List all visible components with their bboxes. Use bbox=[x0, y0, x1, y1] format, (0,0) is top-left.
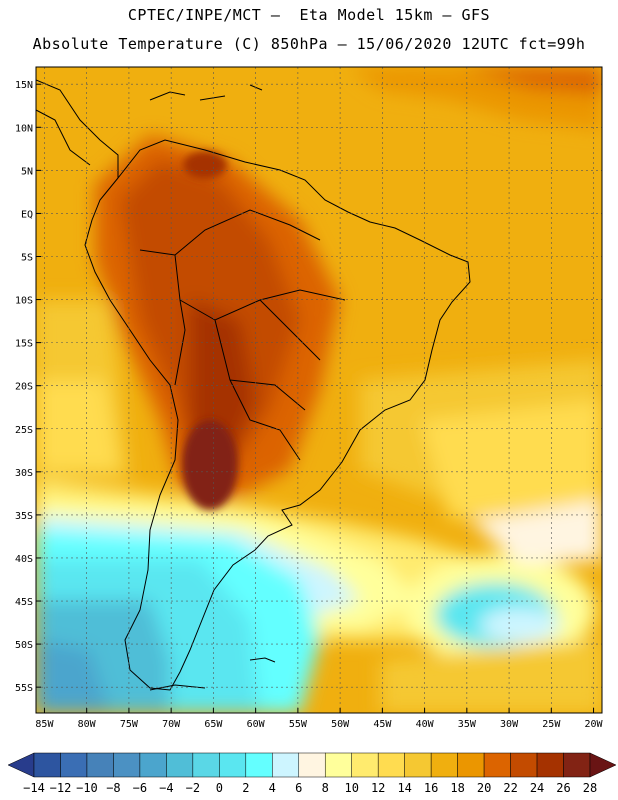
colorbar-max-arrow bbox=[589, 752, 617, 778]
colorbar-min-arrow bbox=[7, 752, 35, 778]
colorbar-label: 16 bbox=[424, 781, 438, 795]
colorbar-swatch bbox=[33, 752, 61, 778]
lat-tick-label: 40S bbox=[15, 554, 33, 565]
colorbar-swatch bbox=[536, 752, 564, 778]
lon-tick-label: 20W bbox=[585, 719, 604, 730]
colorbar-swatch bbox=[430, 752, 458, 778]
colorbar-swatch bbox=[510, 752, 538, 778]
map-frame bbox=[35, 66, 603, 714]
lon-tick-label: 35W bbox=[458, 719, 477, 730]
colorbar-swatch bbox=[139, 752, 167, 778]
falkland-islands bbox=[249, 657, 276, 663]
longitude-labels: 85W 80W 75W 70W 65W 60W 55W 50W 45W 40W 35W 30W 25W 2… bbox=[35, 719, 603, 730]
lon-tick-label: 60W bbox=[247, 719, 266, 730]
colorbar-swatch bbox=[457, 752, 485, 778]
temperature-field bbox=[36, 67, 602, 713]
lat-tick-label: 30S bbox=[15, 468, 33, 479]
colorbar-label: −6 bbox=[133, 781, 147, 795]
colorbar-swatch bbox=[483, 752, 511, 778]
colorbar-swatch bbox=[245, 752, 273, 778]
colorbar-label: 28 bbox=[583, 781, 597, 795]
tierra-del-fuego bbox=[149, 684, 206, 691]
colorbar: −14 −12 −10 −8 −6 −4 −2 0 2 4 6 8 10 12 14 16 18 20 22 24 26… bbox=[7, 752, 617, 795]
colorbar-label: −4 bbox=[159, 781, 173, 795]
lon-tick-label: 70W bbox=[162, 719, 181, 730]
colorbar-swatch bbox=[166, 752, 194, 778]
lat-tick-label: 10N bbox=[15, 123, 33, 134]
colorbar-label: 26 bbox=[556, 781, 570, 795]
country-borders bbox=[139, 209, 346, 461]
colorbar-swatch bbox=[563, 752, 591, 778]
colorbar-swatch bbox=[404, 752, 432, 778]
map-title-line-1: CPTEC/INPE/MCT – Eta Model 15km – GFS bbox=[127, 6, 491, 24]
map-title-line-2: Absolute Temperature (C) 850hPa – 15/06/… bbox=[32, 35, 586, 53]
colorbar-swatch bbox=[351, 752, 379, 778]
colorbar-label: 2 bbox=[242, 781, 249, 795]
colorbar-swatch bbox=[86, 752, 114, 778]
central-america-coastline bbox=[36, 79, 119, 178]
colorbar-swatch bbox=[324, 752, 352, 778]
caribbean-islands bbox=[149, 84, 263, 101]
colorbar-label: 24 bbox=[530, 781, 544, 795]
colorbar-label: −2 bbox=[186, 781, 200, 795]
lat-tick-label: 35S bbox=[15, 511, 33, 522]
coastlines bbox=[36, 79, 471, 691]
colorbar-swatch bbox=[60, 752, 88, 778]
colorbar-label: 12 bbox=[371, 781, 385, 795]
lat-tick-label: 15N bbox=[15, 80, 33, 91]
latitude-labels: 15N 10N 5N EQ 5S 10S 15S 20S 25S 30S 35S 40S 45S 50S 5… bbox=[15, 80, 33, 694]
lon-tick-label: 80W bbox=[78, 719, 97, 730]
lon-tick-label: 30W bbox=[500, 719, 519, 730]
lon-tick-label: 25W bbox=[542, 719, 561, 730]
colorbar-swatch bbox=[113, 752, 141, 778]
colorbar-label: 4 bbox=[269, 781, 276, 795]
colorbar-label: −12 bbox=[50, 781, 72, 795]
lat-tick-label: 5S bbox=[21, 252, 33, 263]
lon-tick-label: 40W bbox=[416, 719, 435, 730]
colorbar-label: 14 bbox=[397, 781, 411, 795]
graticule bbox=[36, 67, 602, 713]
lon-tick-label: 85W bbox=[35, 719, 54, 730]
lat-tick-label: 5N bbox=[21, 166, 33, 177]
lat-tick-label: 50S bbox=[15, 640, 33, 651]
lat-tick-label: 15S bbox=[15, 339, 33, 350]
colorbar-swatch bbox=[298, 752, 326, 778]
lon-tick-label: 55W bbox=[289, 719, 308, 730]
lat-tick-label: 55S bbox=[15, 683, 33, 694]
colorbar-label: 0 bbox=[216, 781, 223, 795]
colorbar-swatch bbox=[272, 752, 300, 778]
lon-tick-label: 45W bbox=[373, 719, 392, 730]
lat-tick-label: 10S bbox=[15, 296, 33, 307]
colorbar-label: 18 bbox=[450, 781, 464, 795]
colorbar-label: −8 bbox=[106, 781, 120, 795]
lat-tick-label: 20S bbox=[15, 382, 33, 393]
lat-tick-label: 25S bbox=[15, 425, 33, 436]
colorbar-label: 20 bbox=[477, 781, 491, 795]
colorbar-label: −10 bbox=[76, 781, 98, 795]
lon-tick-label: 65W bbox=[204, 719, 223, 730]
colorbar-label: 6 bbox=[295, 781, 302, 795]
colorbar-swatch bbox=[192, 752, 220, 778]
colorbar-label: 8 bbox=[322, 781, 329, 795]
colorbar-label: −14 bbox=[23, 781, 45, 795]
colorbar-swatch bbox=[377, 752, 405, 778]
lon-tick-label: 75W bbox=[120, 719, 139, 730]
colorbar-label: 22 bbox=[503, 781, 517, 795]
lat-tick-label: EQ bbox=[21, 209, 33, 220]
colorbar-label: 10 bbox=[344, 781, 358, 795]
south-america-coastline bbox=[84, 139, 471, 691]
colorbar-swatch bbox=[219, 752, 247, 778]
lon-tick-label: 50W bbox=[331, 719, 350, 730]
lat-tick-label: 45S bbox=[15, 597, 33, 608]
